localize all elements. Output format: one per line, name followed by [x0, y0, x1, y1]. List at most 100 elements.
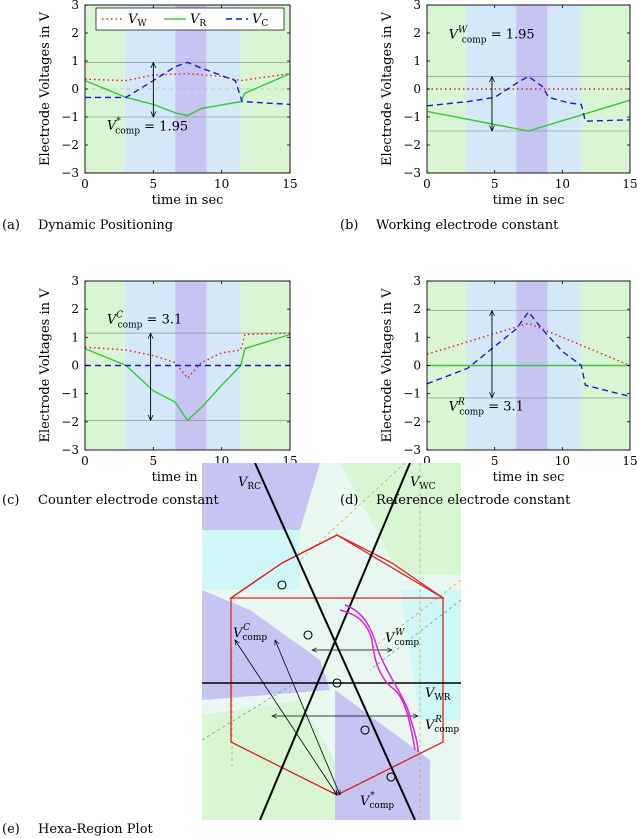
annotation-value: = 3.1	[484, 400, 524, 415]
y-tick-label: 2	[71, 26, 79, 40]
chart-b: VW comp = 1.95 −3 −2 −1 0 1 2 3 0 5 10 15 time in sec…	[380, 0, 637, 208]
label-vcomp-star-sub: comp	[369, 801, 394, 811]
caption-tag: (c)	[2, 493, 20, 508]
annotation-label-sub: comp	[459, 408, 484, 418]
annotation-value: = 1.95	[140, 120, 188, 135]
chart-a: V* comp = 1.95 −3 −2 −1 0 1 2 3 0 5 10 15 time in sec…	[38, 0, 298, 208]
x-tick-label: 10	[214, 177, 229, 191]
x-tick-label: 10	[555, 454, 570, 468]
caption-tag: (a)	[2, 218, 20, 233]
hexa-region-plot: VRC VWC VWR VcompC VcompW VcompR Vcomp*	[202, 463, 461, 820]
annotation-label-sub: comp	[115, 127, 140, 137]
marker-circle	[303, 630, 313, 640]
x-tick-label: 10	[555, 177, 570, 191]
y-tick-label: 3	[413, 0, 421, 12]
caption-tag: (b)	[340, 218, 359, 233]
caption-text: Hexa-Region Plot	[38, 822, 153, 837]
legend-label-sub: C	[261, 19, 268, 29]
x-tick-label: 0	[423, 177, 431, 191]
label-vwc-sub: WC	[419, 482, 435, 492]
y-tick-label: −3	[403, 443, 421, 457]
y-tick-label: −2	[61, 138, 79, 152]
series-v-r	[426, 99, 631, 132]
y-tick-label: 0	[71, 359, 79, 373]
chart-d: VR comp = 3.1 −3 −2 −1 0 1 2 3 0 5 10 15 time in sec E…	[380, 274, 637, 485]
caption-text: Reference electrode constant	[376, 493, 571, 508]
annotation-label: V* comp = 1.95	[107, 117, 188, 137]
hexagon-top	[228, 534, 446, 599]
label-vcomp-w-sub: comp	[394, 638, 419, 648]
caption-b: (b) Working electrode constant	[340, 218, 558, 233]
annotation-label: VW comp = 1.95	[449, 26, 535, 46]
y-tick-label: 0	[413, 359, 421, 373]
caption-text: Working electrode constant	[376, 218, 559, 233]
series-v-c	[85, 61, 291, 106]
y-tick-label: 1	[413, 54, 421, 68]
caption-tag: (d)	[340, 493, 359, 508]
hexa-region-cyan-right	[400, 590, 461, 720]
y-tick-label: −1	[403, 110, 421, 124]
x-tick-label: 15	[622, 454, 637, 468]
x-tick-label: 15	[622, 177, 637, 191]
y-tick-label: −1	[61, 387, 79, 401]
series-v-w	[84, 332, 291, 380]
y-tick-label: −1	[403, 387, 421, 401]
label-vcomp-c-sub: comp	[242, 633, 267, 643]
marker-circle	[386, 772, 396, 782]
hexa-region-purple-bottom	[335, 690, 430, 820]
label-vrc-sub: RC	[247, 482, 261, 492]
label-vcomp-w-sup: W	[395, 628, 405, 638]
legend-label-sub: W	[137, 19, 147, 29]
caption-a: (a) Dynamic Positioning	[2, 218, 173, 233]
y-tick-label: −2	[403, 138, 421, 152]
x-tick-label: 5	[150, 454, 158, 468]
y-tick-label: 2	[413, 302, 421, 316]
legend-label-sub: R	[199, 19, 206, 29]
magenta-trajectory	[339, 609, 416, 751]
caption-c: (c) Counter electrode constant	[2, 493, 219, 508]
hexa-region-green-top-right	[340, 463, 461, 575]
series-v-w	[84, 72, 291, 82]
caption-e: (e) Hexa-Region Plot	[2, 822, 153, 837]
magenta-trajectory-2	[344, 604, 419, 753]
y-tick-label: −1	[61, 110, 79, 124]
x-tick-label: 5	[491, 177, 499, 191]
y-tick-label: 3	[71, 274, 79, 288]
marker-circle	[360, 725, 370, 735]
y-tick-label: −2	[61, 415, 79, 429]
y-tick-label: −3	[61, 443, 79, 457]
caption-text: Counter electrode constant	[38, 493, 219, 508]
y-tick-label: 1	[413, 330, 421, 344]
label-vcomp-r-sub: comp	[434, 725, 459, 735]
legend: VW VR VC	[95, 7, 285, 31]
y-tick-label: 2	[71, 302, 79, 316]
annotation-label-sup: C	[116, 310, 123, 320]
caption-text: Dynamic Positioning	[38, 218, 174, 233]
y-tick-label: 3	[413, 274, 421, 288]
x-tick-label: 0	[423, 454, 431, 468]
marker-circle	[332, 678, 342, 688]
y-tick-label: −3	[61, 166, 79, 180]
marker-circle	[277, 580, 287, 590]
series-v-c	[426, 310, 631, 398]
x-tick-label: 5	[150, 177, 158, 191]
x-axis-label: time in sec	[493, 470, 565, 485]
x-axis-label: time in sec	[152, 193, 224, 208]
annotation-label-sub: comp	[462, 36, 487, 46]
label-vcomp-c-sup: C	[243, 623, 250, 633]
x-tick-label: 15	[282, 177, 297, 191]
x-tick-label: 0	[81, 454, 89, 468]
label-vcomp-star-sup: *	[370, 791, 375, 801]
y-axis-label: Electrode Voltages in V	[38, 288, 53, 443]
hexa-region-purple-top	[202, 463, 320, 530]
x-tick-label: 0	[81, 177, 89, 191]
annotation-label-sup: W	[458, 26, 468, 36]
arrow-vcomp-star	[275, 640, 340, 795]
series-v-c	[426, 75, 631, 122]
annotation-label-sup: *	[116, 117, 121, 127]
y-tick-label: 1	[71, 54, 79, 68]
annotation-value: = 3.1	[142, 312, 182, 327]
series-v-r	[84, 72, 291, 117]
hexagon	[230, 534, 444, 796]
